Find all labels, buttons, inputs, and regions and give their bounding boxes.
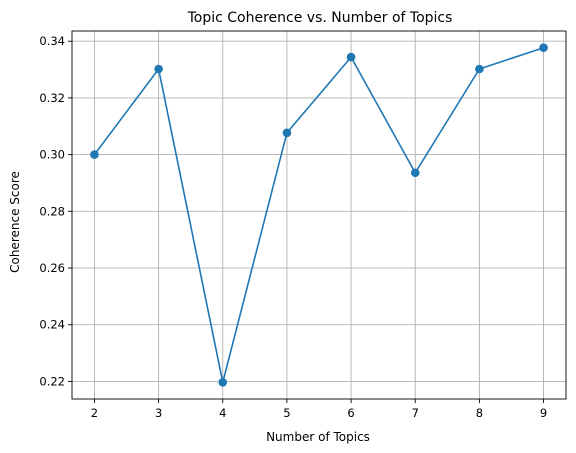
x-tick-label: 5 bbox=[283, 406, 290, 420]
data-point bbox=[475, 64, 484, 74]
data-point bbox=[410, 168, 420, 178]
x-tick-label: 9 bbox=[540, 406, 547, 420]
x-tick-label: 7 bbox=[412, 406, 419, 420]
grid bbox=[72, 31, 566, 399]
y-tick-label: 0.32 bbox=[39, 91, 65, 105]
data-point bbox=[539, 43, 548, 53]
data-point bbox=[154, 64, 163, 74]
data-point bbox=[346, 52, 356, 62]
y-tick-label: 0.22 bbox=[39, 374, 65, 388]
x-tick-label: 4 bbox=[219, 406, 226, 420]
y-tick-label: 0.28 bbox=[39, 204, 65, 218]
x-tick-label: 6 bbox=[347, 406, 354, 420]
data-point bbox=[282, 128, 292, 138]
x-axis-label: Number of Topics bbox=[266, 430, 370, 444]
x-tick-label: 3 bbox=[155, 406, 162, 420]
y-tick-label: 0.34 bbox=[39, 34, 65, 48]
y-tick-label: 0.30 bbox=[39, 148, 65, 162]
data-point bbox=[218, 377, 228, 387]
axis-ticks: 2 3 4 5 6 7 8 9 0.22 0.24 0.26 0.28 0.30 0.32 0.34 bbox=[39, 34, 547, 420]
plot-frame bbox=[71, 30, 567, 400]
y-axis-label: Coherence Score bbox=[8, 171, 22, 273]
data-series bbox=[90, 43, 548, 387]
y-tick-label: 0.24 bbox=[39, 318, 65, 332]
x-tick-label: 8 bbox=[476, 406, 483, 420]
series-line bbox=[93, 46, 544, 384]
data-point bbox=[90, 150, 99, 159]
x-tick-label: 2 bbox=[91, 406, 98, 420]
chart-title: Topic Coherence vs. Number of Topics bbox=[187, 10, 453, 26]
y-tick-label: 0.26 bbox=[39, 261, 65, 275]
